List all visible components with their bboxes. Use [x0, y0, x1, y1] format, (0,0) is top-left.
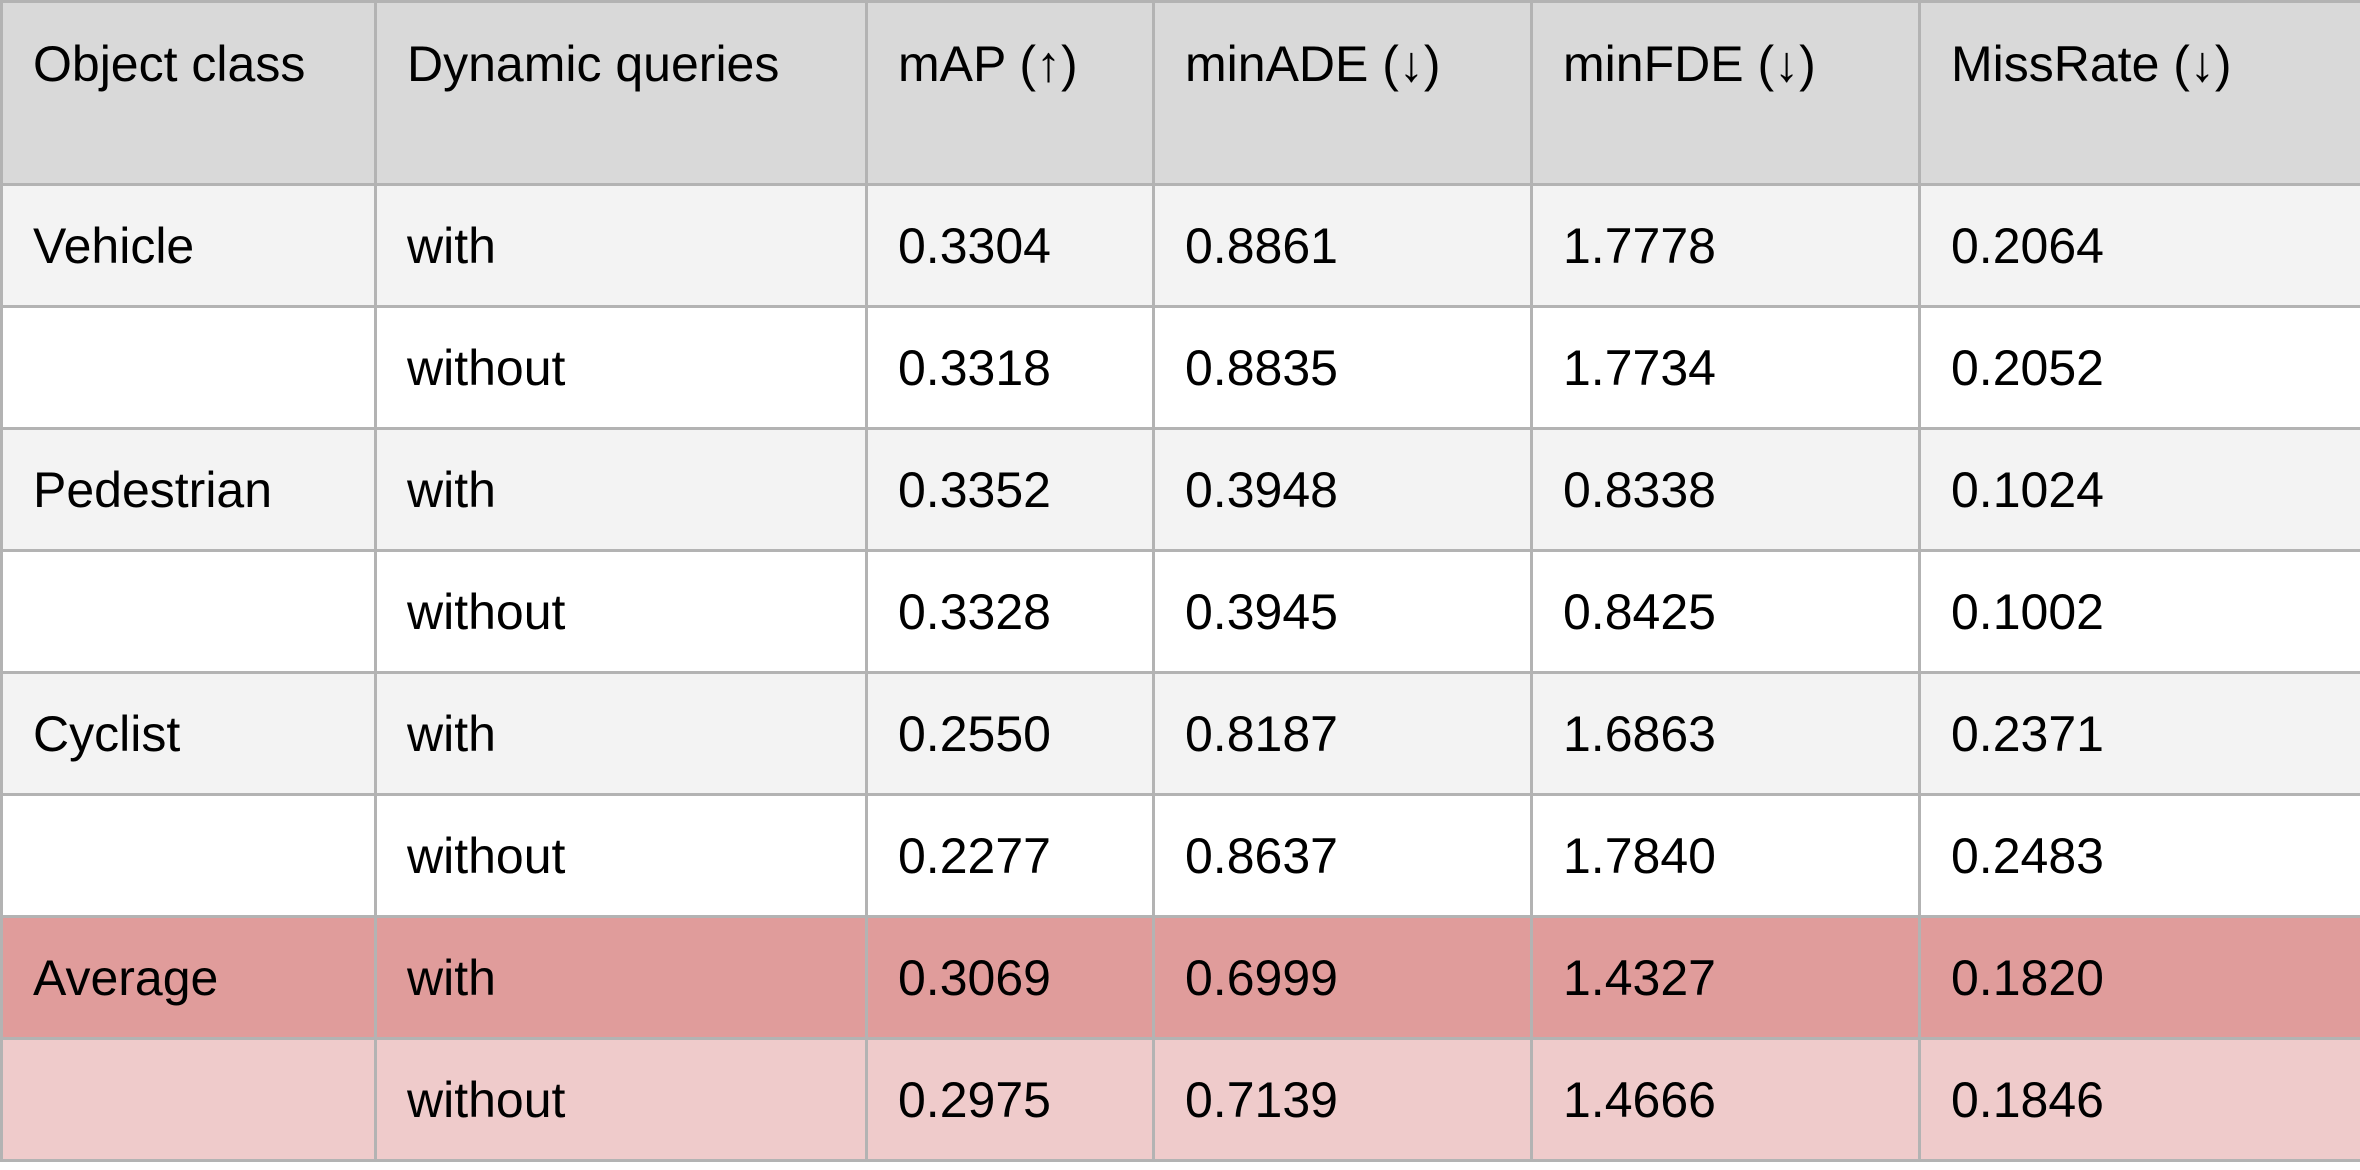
cell-object-class	[0, 793, 377, 918]
cell-missrate: 0.2052	[1918, 305, 2360, 430]
cell-minfde: 0.8425	[1530, 549, 1921, 674]
cell-missrate: 0.2064	[1918, 183, 2360, 308]
cell-minade: 0.6999	[1152, 915, 1533, 1040]
cell-map: 0.3304	[865, 183, 1155, 308]
cell-map: 0.3318	[865, 305, 1155, 430]
cell-minade: 0.8861	[1152, 183, 1533, 308]
cell-dynamic-queries: with	[374, 671, 868, 796]
cell-object-class	[0, 1037, 377, 1162]
cell-minfde: 1.7778	[1530, 183, 1921, 308]
cell-missrate: 0.2483	[1918, 793, 2360, 918]
cell-minfde: 1.7840	[1530, 793, 1921, 918]
cell-dynamic-queries: with	[374, 427, 868, 552]
cell-minade: 0.8187	[1152, 671, 1533, 796]
table-row: Pedestrian with 0.3352 0.3948 0.8338 0.1…	[0, 427, 2360, 552]
table-row-average-without: without 0.2975 0.7139 1.4666 0.1846	[0, 1037, 2360, 1162]
cell-minade: 0.3945	[1152, 549, 1533, 674]
table-row: Vehicle with 0.3304 0.8861 1.7778 0.2064	[0, 183, 2360, 308]
cell-missrate: 0.2371	[1918, 671, 2360, 796]
cell-missrate: 0.1846	[1918, 1037, 2360, 1162]
cell-object-class: Pedestrian	[0, 427, 377, 552]
cell-map: 0.3328	[865, 549, 1155, 674]
cell-dynamic-queries: without	[374, 549, 868, 674]
cell-object-class: Average	[0, 915, 377, 1040]
cell-minade: 0.8835	[1152, 305, 1533, 430]
table-row: without 0.2277 0.8637 1.7840 0.2483	[0, 793, 2360, 918]
header-minade: minADE (↓)	[1152, 0, 1533, 186]
cell-object-class	[0, 549, 377, 674]
cell-map: 0.3352	[865, 427, 1155, 552]
header-object-class: Object class	[0, 0, 377, 186]
cell-minfde: 1.4327	[1530, 915, 1921, 1040]
cell-missrate: 0.1002	[1918, 549, 2360, 674]
cell-dynamic-queries: without	[374, 1037, 868, 1162]
cell-minade: 0.3948	[1152, 427, 1533, 552]
header-dynamic-queries: Dynamic queries	[374, 0, 868, 186]
cell-minfde: 1.6863	[1530, 671, 1921, 796]
cell-map: 0.2277	[865, 793, 1155, 918]
cell-object-class	[0, 305, 377, 430]
table-row: without 0.3328 0.3945 0.8425 0.1002	[0, 549, 2360, 674]
cell-dynamic-queries: with	[374, 915, 868, 1040]
cell-missrate: 0.1820	[1918, 915, 2360, 1040]
header-missrate: MissRate (↓)	[1918, 0, 2360, 186]
cell-minade: 0.7139	[1152, 1037, 1533, 1162]
header-map: mAP (↑)	[865, 0, 1155, 186]
cell-map: 0.2550	[865, 671, 1155, 796]
header-minfde: minFDE (↓)	[1530, 0, 1921, 186]
header-row: Object class Dynamic queries mAP (↑) min…	[0, 0, 2360, 186]
cell-dynamic-queries: without	[374, 793, 868, 918]
cell-dynamic-queries: with	[374, 183, 868, 308]
cell-map: 0.2975	[865, 1037, 1155, 1162]
table-row: without 0.3318 0.8835 1.7734 0.2052	[0, 305, 2360, 430]
cell-dynamic-queries: without	[374, 305, 868, 430]
table-row: Cyclist with 0.2550 0.8187 1.6863 0.2371	[0, 671, 2360, 796]
cell-minfde: 0.8338	[1530, 427, 1921, 552]
cell-minade: 0.8637	[1152, 793, 1533, 918]
cell-minfde: 1.7734	[1530, 305, 1921, 430]
cell-missrate: 0.1024	[1918, 427, 2360, 552]
cell-map: 0.3069	[865, 915, 1155, 1040]
cell-object-class: Cyclist	[0, 671, 377, 796]
table-row-average-with: Average with 0.3069 0.6999 1.4327 0.1820	[0, 915, 2360, 1040]
cell-object-class: Vehicle	[0, 183, 377, 308]
cell-minfde: 1.4666	[1530, 1037, 1921, 1162]
